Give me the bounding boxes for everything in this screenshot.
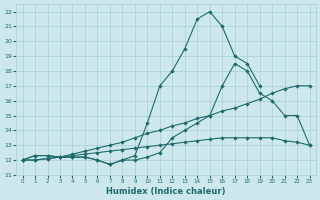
X-axis label: Humidex (Indice chaleur): Humidex (Indice chaleur) — [106, 187, 226, 196]
